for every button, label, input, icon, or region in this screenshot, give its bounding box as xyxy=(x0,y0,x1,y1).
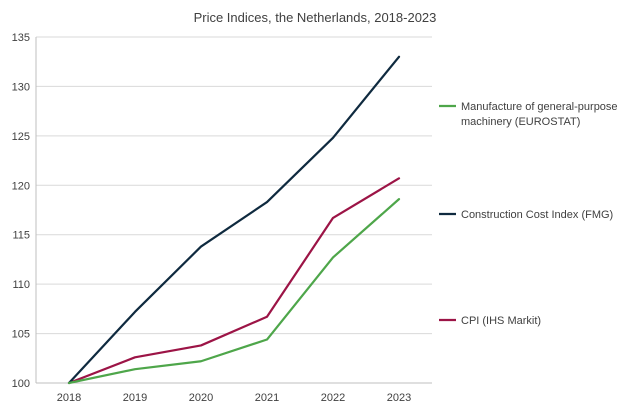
x-tick-label: 2023 xyxy=(387,392,411,404)
series-line-1 xyxy=(67,55,401,385)
legend-label-2: CPI (IHS Markit) xyxy=(461,315,541,327)
legend: Manufacture of general-purpose machinery … xyxy=(439,101,618,327)
x-tick-label: 2021 xyxy=(255,392,279,404)
y-tick-label: 120 xyxy=(12,180,30,192)
gridlines xyxy=(36,36,432,335)
x-tick-label: 2019 xyxy=(123,392,147,404)
x-tick-label: 2018 xyxy=(57,392,81,404)
x-tick-label: 2022 xyxy=(321,392,345,404)
series-line-0 xyxy=(67,198,401,385)
y-tick-label: 125 xyxy=(12,131,30,143)
series-line-2 xyxy=(67,177,401,385)
legend-label-1: Construction Cost Index (FMG) xyxy=(461,209,613,221)
y-tick-label: 115 xyxy=(12,230,30,242)
legend-label-0: machinery (EUROSTAT) xyxy=(461,116,580,128)
legend-label-0: Manufacture of general-purpose xyxy=(461,101,618,113)
y-tick-label: 100 xyxy=(12,378,30,390)
x-tick-label: 2020 xyxy=(189,392,213,404)
series-lines xyxy=(67,55,401,385)
y-tick-label: 110 xyxy=(12,279,30,291)
axes: 100 105 110 115 120 125 130 135 2018 2019 2020 2021… xyxy=(12,32,432,404)
chart-title: Price Indices, the Netherlands, 2018-202… xyxy=(194,10,437,25)
y-tick-label: 105 xyxy=(12,329,30,341)
y-tick-label: 135 xyxy=(12,32,30,44)
y-tick-label: 130 xyxy=(12,81,30,93)
